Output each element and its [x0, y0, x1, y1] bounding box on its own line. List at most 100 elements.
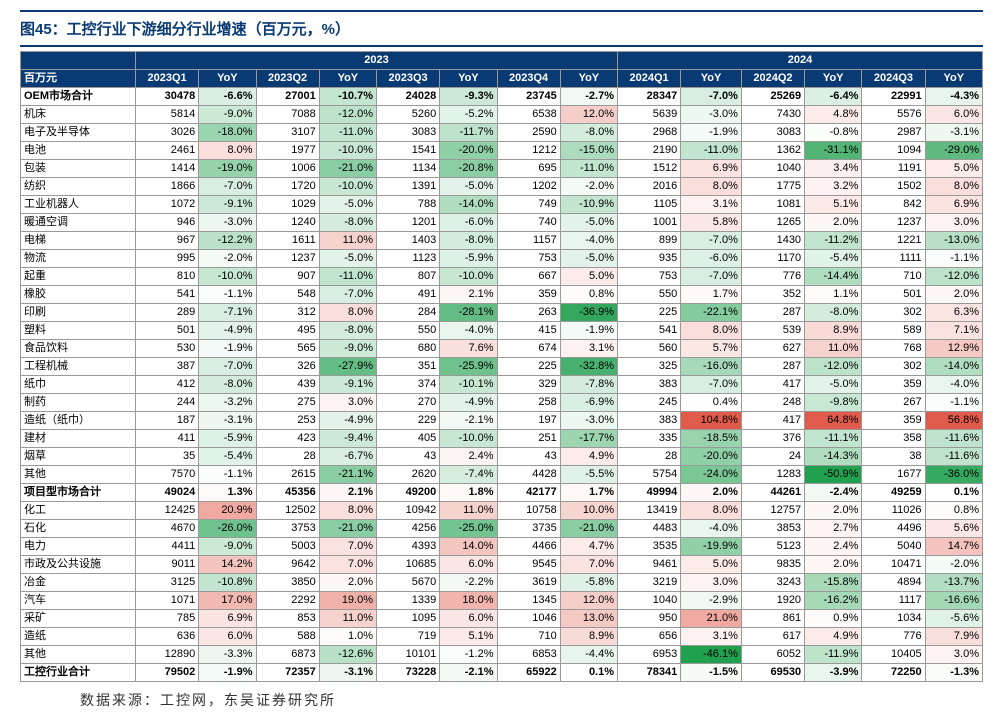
yoy-cell: -1.5%	[681, 664, 742, 682]
yoy-cell: 3.1%	[681, 628, 742, 646]
value-cell: 5814	[136, 106, 199, 124]
yoy-cell: -25.0%	[440, 520, 497, 538]
table-row: 印刷289-7.1%3128.0%284-28.1%263-36.9%225-2…	[21, 304, 983, 322]
yoy-cell: -2.0%	[199, 250, 256, 268]
yoy-cell: -16.0%	[681, 358, 742, 376]
yoy-cell: -1.3%	[925, 664, 982, 682]
value-cell: 656	[618, 628, 681, 646]
yoy-cell: 2.4%	[440, 448, 497, 466]
value-cell: 9545	[497, 556, 560, 574]
value-cell: 749	[497, 196, 560, 214]
yoy-cell: -4.9%	[440, 394, 497, 412]
row-label: 其他	[21, 466, 136, 484]
value-cell: 4483	[618, 520, 681, 538]
yoy-cell: -9.0%	[199, 538, 256, 556]
value-cell: 768	[862, 340, 925, 358]
value-cell: 995	[136, 250, 199, 268]
value-cell: 7430	[741, 106, 804, 124]
value-cell: 312	[256, 304, 319, 322]
source-text: 数据来源：工控网，东吴证券研究所	[20, 690, 983, 710]
value-cell: 197	[497, 412, 560, 430]
yoy-cell: 0.4%	[681, 394, 742, 412]
row-label: 化工	[21, 502, 136, 520]
value-cell: 22991	[862, 88, 925, 106]
yoy-cell: -9.4%	[319, 430, 376, 448]
value-cell: 3125	[136, 574, 199, 592]
value-cell: 4894	[862, 574, 925, 592]
value-cell: 25269	[741, 88, 804, 106]
yoy-cell: 3.0%	[319, 394, 376, 412]
value-cell: 351	[377, 358, 440, 376]
yoy-cell: -11.9%	[805, 646, 862, 664]
value-cell: 1611	[256, 232, 319, 250]
yoy-cell: 0.9%	[805, 610, 862, 628]
yoy-cell: 2.0%	[319, 574, 376, 592]
yoy-cell: -3.2%	[199, 394, 256, 412]
yoy-cell: -3.0%	[199, 214, 256, 232]
yoy-cell: 8.0%	[681, 322, 742, 340]
yoy-cell: 8.0%	[199, 142, 256, 160]
value-cell: 4670	[136, 520, 199, 538]
yoy-cell: 2.1%	[319, 484, 376, 502]
yoy-cell: -36.9%	[560, 304, 617, 322]
table-row: 制药244-3.2%2753.0%270-4.9%258-6.9%2450.4%…	[21, 394, 983, 412]
value-cell: 1006	[256, 160, 319, 178]
yoy-cell: -3.9%	[805, 664, 862, 682]
value-cell: 1040	[741, 160, 804, 178]
value-cell: 2590	[497, 124, 560, 142]
yoy-cell: -4.9%	[199, 322, 256, 340]
yoy-cell: 6.0%	[199, 628, 256, 646]
yoy-cell: -1.9%	[560, 322, 617, 340]
yoy-cell: -26.0%	[199, 520, 256, 538]
yoy-cell: 1.7%	[681, 286, 742, 304]
value-cell: 776	[862, 628, 925, 646]
yoy-cell: -8.0%	[440, 232, 497, 250]
yoy-cell: -5.0%	[560, 214, 617, 232]
yoy-cell: -21.0%	[560, 520, 617, 538]
row-label: 造纸（纸巾）	[21, 412, 136, 430]
col-2023Q2: 2023Q2	[256, 70, 319, 88]
value-cell: 10101	[377, 646, 440, 664]
value-cell: 1201	[377, 214, 440, 232]
yoy-cell: 11.0%	[319, 610, 376, 628]
value-cell: 248	[741, 394, 804, 412]
yoy-cell: -8.0%	[319, 214, 376, 232]
value-cell: 417	[741, 376, 804, 394]
value-cell: 1040	[618, 592, 681, 610]
value-cell: 1283	[741, 466, 804, 484]
value-cell: 1502	[862, 178, 925, 196]
yoy-cell: -7.0%	[681, 268, 742, 286]
value-cell: 263	[497, 304, 560, 322]
yoy-cell: -0.8%	[805, 124, 862, 142]
yoy-cell: -2.9%	[681, 592, 742, 610]
value-cell: 6052	[741, 646, 804, 664]
value-cell: 541	[618, 322, 681, 340]
value-cell: 5123	[741, 538, 804, 556]
value-cell: 1134	[377, 160, 440, 178]
yoy-cell: -6.7%	[319, 448, 376, 466]
yoy-cell: 6.0%	[440, 556, 497, 574]
value-cell: 72250	[862, 664, 925, 682]
value-cell: 1170	[741, 250, 804, 268]
yoy-cell: 2.0%	[681, 484, 742, 502]
yoy-cell: 3.0%	[925, 646, 982, 664]
value-cell: 287	[741, 304, 804, 322]
value-cell: 1001	[618, 214, 681, 232]
yoy-cell: 8.0%	[319, 502, 376, 520]
value-cell: 23745	[497, 88, 560, 106]
value-cell: 28	[256, 448, 319, 466]
value-cell: 1029	[256, 196, 319, 214]
row-label: 造纸	[21, 628, 136, 646]
value-cell: 13419	[618, 502, 681, 520]
value-cell: 49259	[862, 484, 925, 502]
value-cell: 225	[497, 358, 560, 376]
row-label: 物流	[21, 250, 136, 268]
yoy-cell: -5.0%	[319, 250, 376, 268]
value-cell: 788	[377, 196, 440, 214]
yoy-cell: -3.1%	[199, 412, 256, 430]
value-cell: 710	[497, 628, 560, 646]
yoy-cell: -14.0%	[440, 196, 497, 214]
value-cell: 935	[618, 250, 681, 268]
yoy-cell: 12.0%	[560, 106, 617, 124]
value-cell: 289	[136, 304, 199, 322]
